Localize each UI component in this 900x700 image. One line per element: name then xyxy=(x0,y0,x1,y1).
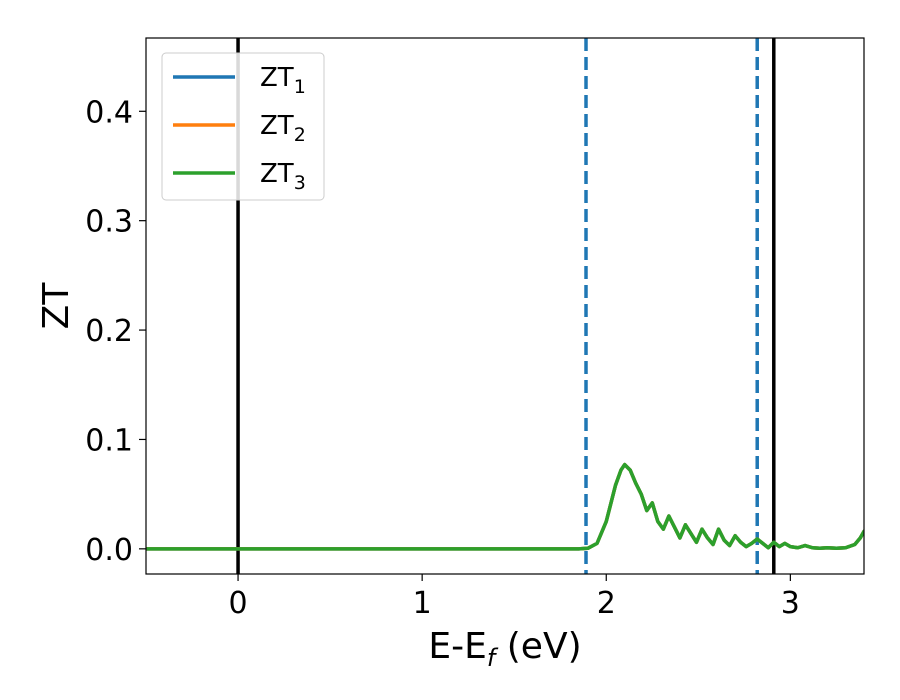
x-axis-label: E-Ef (eV) xyxy=(428,626,581,672)
y-axis-label: ZT xyxy=(36,282,77,330)
x-axis: 0 1 2 3 xyxy=(229,574,800,621)
y-axis: 0.0 0.1 0.2 0.3 0.4 xyxy=(85,95,146,568)
y-tick-label: 0.1 xyxy=(85,423,133,458)
y-tick-label: 0.3 xyxy=(85,205,133,240)
x-axis-label-unit: (eV) xyxy=(495,626,581,667)
x-tick-label: 2 xyxy=(597,586,616,621)
plot-area xyxy=(146,38,864,574)
legend-label-1: ZT1 xyxy=(260,63,306,98)
x-tick-label: 1 xyxy=(413,586,432,621)
series-line-3 xyxy=(146,462,864,551)
x-tick-label: 0 xyxy=(229,586,248,621)
legend-label-2: ZT2 xyxy=(260,111,306,146)
y-tick-label: 0.4 xyxy=(85,95,133,130)
legend-label-3: ZT3 xyxy=(260,159,306,194)
x-tick-label: 3 xyxy=(781,586,800,621)
y-tick-label: 0.0 xyxy=(85,533,133,568)
legend: ZT1 ZT2 ZT3 xyxy=(161,52,325,201)
legend-box xyxy=(161,52,325,201)
y-tick-label: 0.2 xyxy=(85,314,133,349)
plot-frame xyxy=(145,37,865,575)
